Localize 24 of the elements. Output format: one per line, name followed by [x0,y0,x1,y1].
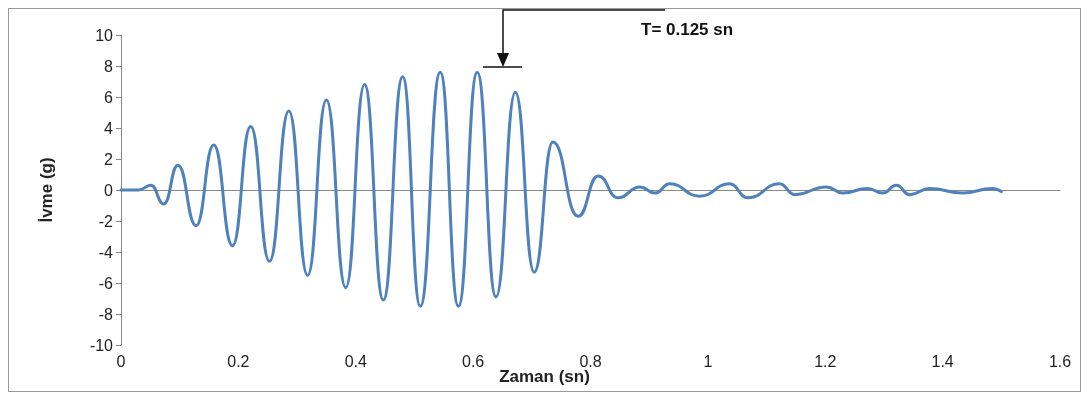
y-tick-label: 0 [104,181,114,199]
x-tick-label: 0 [116,352,126,370]
annotation: T= 0.125 sn [641,20,734,39]
y-tick-label: 4 [104,119,114,137]
y-tick-label: 8 [104,57,114,75]
y-tick-label: -10 [89,336,114,354]
x-tick-label: 1.6 [1048,352,1072,370]
y-axis-title: İvme (g) [37,157,56,223]
x-tick-label: 0.2 [227,352,250,370]
y-tick-label: -4 [98,243,114,261]
x-tick-label: 0.8 [579,352,602,370]
y-tick-label: 10 [95,26,114,44]
x-tick-label: 0.4 [344,352,367,370]
y-tick-label: 2 [104,150,114,168]
y-tick-label: 6 [104,88,114,106]
x-tick-label: 1 [703,352,713,370]
x-tick-label: 0.6 [462,352,485,370]
x-tick-label: 1.2 [814,352,837,370]
x-tick-label: 1.4 [931,352,954,370]
y-tick-label: -8 [98,305,114,323]
line-series [119,70,1003,308]
y-tick-label: -2 [98,212,114,230]
y-tick-label: -6 [98,274,114,292]
x-axis-title: Zaman (sn) [499,367,590,386]
